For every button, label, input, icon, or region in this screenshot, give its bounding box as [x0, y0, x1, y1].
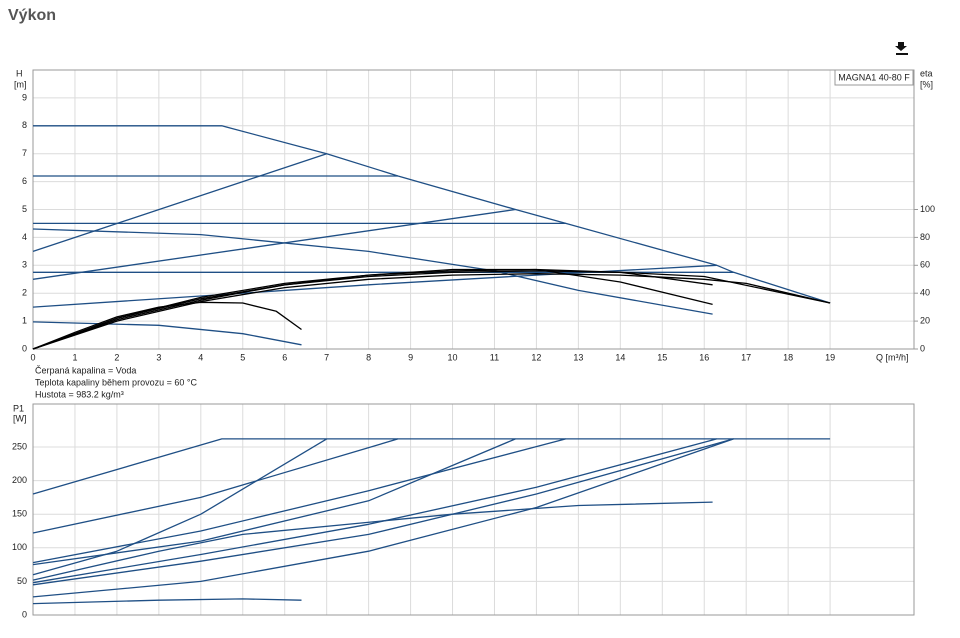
x-tick-label: 6 [282, 352, 287, 362]
y-axis-unit: [m] [14, 79, 27, 89]
y-axis-label: P1 [13, 403, 24, 413]
efficiency-curve [32, 270, 713, 350]
performance-curve [32, 438, 734, 598]
y-tick-label: 0 [22, 609, 27, 619]
y-tick-label: 50 [17, 576, 27, 586]
y-tick-label: 9 [22, 92, 27, 102]
y-tick-label: 250 [12, 441, 27, 451]
y-axis-label: H [16, 68, 23, 78]
performance-curve [32, 208, 516, 280]
y-tick-label: 4 [22, 232, 27, 242]
y2-tick-label: 80 [920, 232, 930, 242]
y-tick-label: 150 [12, 509, 27, 519]
y-tick-label: 100 [12, 542, 27, 552]
y-tick-label: 1 [22, 315, 27, 325]
x-tick-label: 16 [699, 352, 709, 362]
note: Teplota kapaliny během provozu = 60 °C [35, 377, 197, 387]
note: Čerpaná kapalina = Voda [35, 365, 136, 375]
y-tick-label: 5 [22, 204, 27, 214]
y-axis-unit: [W] [13, 413, 27, 423]
performance-curve [32, 438, 516, 566]
x-tick-label: 13 [573, 352, 583, 362]
x-tick-label: 10 [448, 352, 458, 362]
y2-tick-label: 100 [920, 204, 935, 214]
performance-curve [32, 438, 831, 495]
performance-curve [32, 228, 713, 315]
performance-curve [32, 438, 717, 584]
x-tick-label: 9 [408, 352, 413, 362]
x-tick-label: 1 [72, 352, 77, 362]
x-tick-label: 5 [240, 352, 245, 362]
performance-curve [32, 321, 302, 346]
y2-tick-label: 20 [920, 315, 930, 325]
y2-tick-label: 40 [920, 288, 930, 298]
y-tick-label: 6 [22, 176, 27, 186]
download-icon[interactable] [893, 38, 911, 56]
efficiency-curve [32, 273, 831, 350]
y2-axis-label: eta [920, 68, 933, 78]
x-tick-label: 7 [324, 352, 329, 362]
x-tick-label: 15 [657, 352, 667, 362]
efficiency-curve [32, 268, 713, 350]
x-tick-label: 8 [366, 352, 371, 362]
x-tick-label: 14 [615, 352, 625, 362]
x-tick-label: 18 [783, 352, 793, 362]
x-tick-label: 0 [30, 352, 35, 362]
performance-curve [32, 438, 566, 564]
performance-curve [32, 598, 302, 605]
y-tick-label: 7 [22, 148, 27, 158]
x-tick-label: 19 [825, 352, 835, 362]
performance-curve [32, 438, 399, 534]
y2-tick-label: 60 [920, 260, 930, 270]
performance-curve [32, 438, 328, 576]
y-tick-label: 2 [22, 288, 27, 298]
x-tick-label: 2 [114, 352, 119, 362]
x-tick-label: 3 [156, 352, 161, 362]
y-tick-label: 8 [22, 120, 27, 130]
page-title: Výkon [8, 7, 56, 24]
x-tick-label: 4 [198, 352, 203, 362]
legend-label: MAGNA1 40-80 F [838, 72, 910, 82]
note: Hustota = 983.2 kg/m³ [35, 389, 124, 399]
x-axis-label: Q [m³/h] [876, 352, 909, 362]
y-tick-label: 3 [22, 260, 27, 270]
grid [32, 70, 914, 616]
y-tick-label: 0 [22, 343, 27, 353]
efficiency-curve [32, 268, 831, 350]
plot-frame [32, 403, 915, 616]
y2-tick-label: 0 [920, 343, 925, 353]
download-glyph [895, 42, 908, 55]
performance-curve [32, 501, 713, 581]
y2-axis-unit: [%] [920, 79, 933, 89]
y-tick-label: 200 [12, 475, 27, 485]
legend-box [834, 69, 914, 86]
x-tick-label: 11 [490, 352, 499, 362]
performance-curve [32, 438, 734, 586]
performance-curve [32, 153, 327, 253]
x-tick-label: 12 [531, 352, 541, 362]
x-tick-label: 17 [741, 352, 751, 362]
